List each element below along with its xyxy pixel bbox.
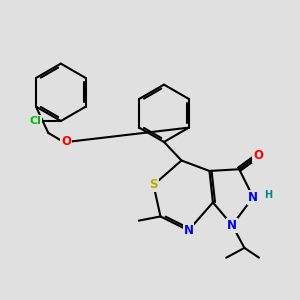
Text: N: N	[184, 224, 194, 237]
Text: Cl: Cl	[30, 116, 42, 126]
Text: H: H	[264, 190, 272, 200]
Text: O: O	[254, 149, 263, 162]
Text: N: N	[248, 191, 258, 204]
Text: S: S	[149, 178, 158, 191]
Text: N: N	[227, 219, 237, 232]
Text: O: O	[61, 135, 71, 148]
